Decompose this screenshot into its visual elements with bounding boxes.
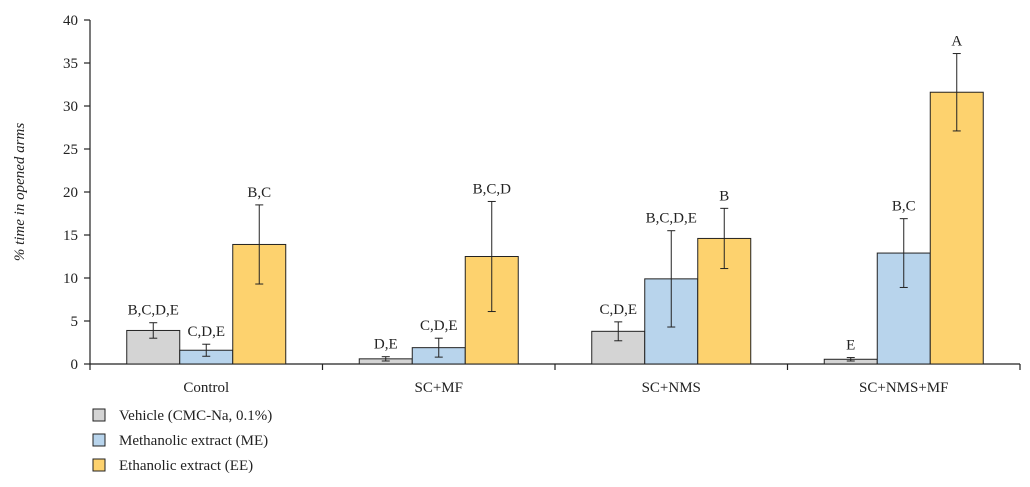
y-tick-label: 5 — [71, 314, 79, 330]
significance-label: C,D,E — [600, 302, 638, 318]
significance-label: C,D,E — [420, 318, 458, 334]
legend-entry: Methanolic extract (ME) — [119, 433, 268, 449]
y-tick-label: 35 — [63, 56, 78, 72]
y-tick-label: 40 — [63, 13, 78, 29]
significance-label: E — [846, 338, 855, 354]
significance-label: B,C,D,E — [128, 303, 179, 319]
y-tick-label: 30 — [63, 99, 78, 115]
significance-label: B,C — [892, 199, 916, 215]
x-category-label: SC+MF — [415, 380, 464, 396]
significance-label: B — [719, 188, 729, 204]
y-axis: 0 5 10 15 20 25 30 35 40 — [63, 13, 91, 373]
y-tick-label: 15 — [63, 228, 78, 244]
bar — [929, 91, 984, 365]
significance-label: B,C — [247, 185, 271, 201]
significance-label: B,C,D,E — [646, 211, 697, 227]
legend-swatch — [92, 408, 106, 422]
y-tick-label: 20 — [63, 185, 78, 201]
x-category-label: SC+NMS — [642, 380, 701, 396]
x-category-label: SC+NMS+MF — [859, 380, 948, 396]
y-tick-label: 25 — [63, 142, 78, 158]
x-category-label: Control — [183, 380, 229, 396]
legend-entry: Ethanolic extract (EE) — [119, 458, 253, 474]
y-axis-label: % time in opened arms — [12, 123, 28, 261]
legend-swatch — [92, 433, 106, 447]
y-tick-label: 10 — [63, 271, 78, 287]
y-tick-label: 0 — [71, 357, 79, 373]
legend-entry: Vehicle (CMC-Na, 0.1%) — [119, 408, 272, 424]
bar — [126, 329, 181, 365]
significance-label: B,C,D — [473, 181, 512, 197]
legend: Vehicle (CMC-Na, 0.1%) Methanolic extract… — [92, 408, 272, 474]
significance-label: A — [951, 34, 962, 50]
x-axis: Control SC+MF SC+NMS SC+NMS+MF — [89, 363, 1021, 396]
significance-label: C,D,E — [188, 324, 226, 340]
bar — [697, 237, 752, 365]
legend-swatch — [92, 458, 106, 472]
significance-label: D,E — [374, 337, 398, 353]
bars: B,C,D,E C,D,E B,C D,E C,D,E B,C,D C,D,E B,C,D,E… — [126, 34, 984, 365]
